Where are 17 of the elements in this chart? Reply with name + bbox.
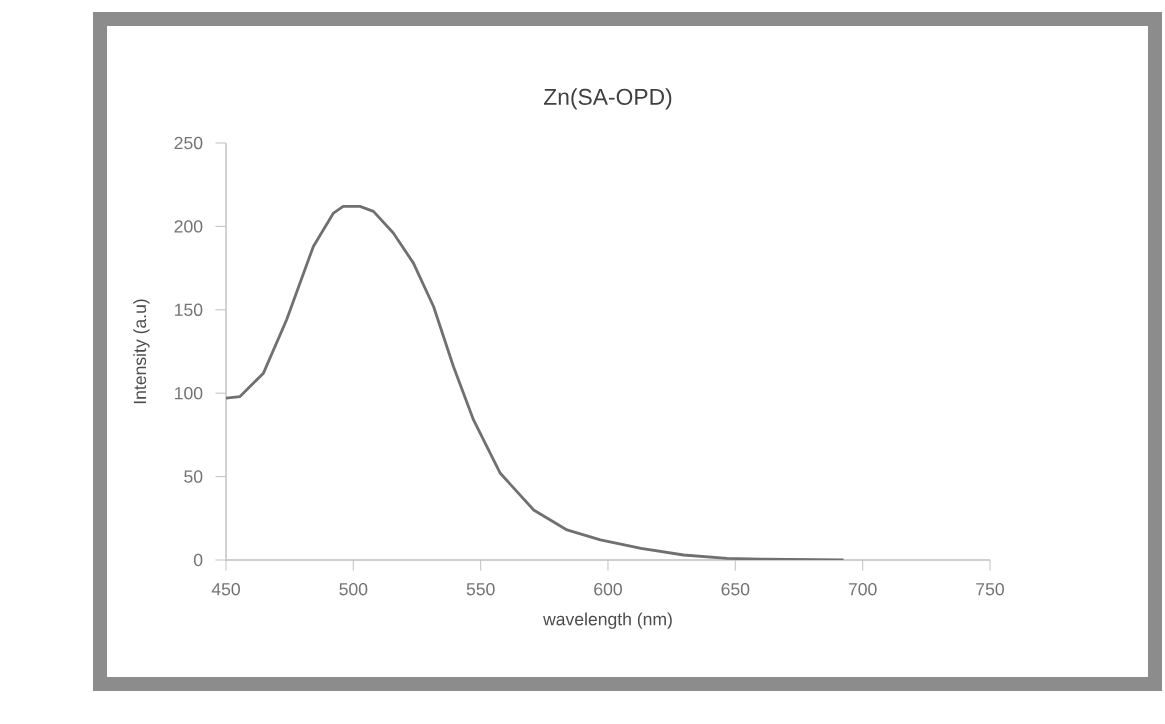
x-tick-label: 550 <box>466 582 495 596</box>
x-tick-label: 750 <box>976 582 1004 596</box>
y-tick-label: 150 <box>175 303 203 317</box>
x-axis-title: wavelength (nm) <box>543 612 672 629</box>
y-tick-label: 250 <box>174 136 203 150</box>
y-tick-label: 100 <box>175 386 203 400</box>
y-tick-label: 200 <box>174 220 203 233</box>
chart-title: Zn(SA-OPD) <box>543 88 672 110</box>
x-tick-label: 650 <box>721 582 750 596</box>
x-tick-label: 700 <box>848 582 877 596</box>
line-series <box>226 204 845 560</box>
x-tick-label: 500 <box>339 582 368 596</box>
y-tick-label: 0 <box>193 553 203 567</box>
y-tick-label: 50 <box>184 470 203 483</box>
x-tick-label: 600 <box>594 582 622 596</box>
y-axis-title: Intensity (a.u) <box>133 299 150 404</box>
x-tick-label: 450 <box>211 582 240 596</box>
